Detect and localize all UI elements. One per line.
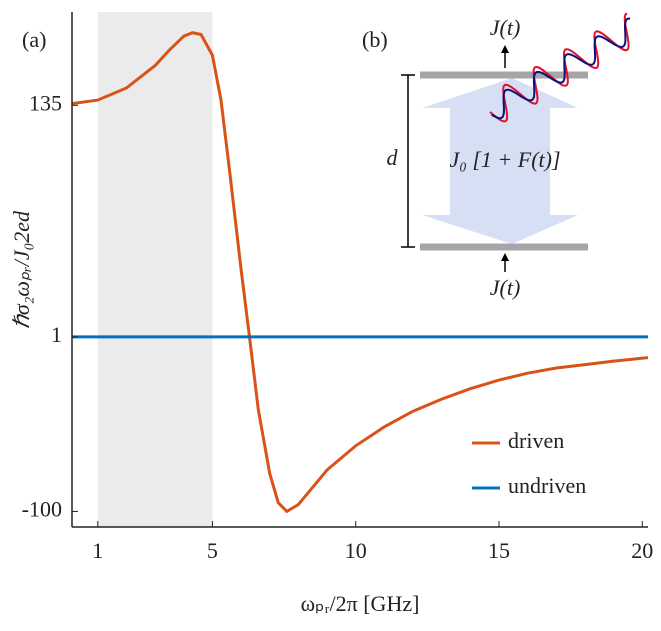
- y-tick-label: -100: [22, 496, 62, 521]
- arrow-head: [501, 253, 509, 261]
- x-tick-label: 5: [207, 538, 218, 563]
- x-tick-label: 1: [92, 538, 103, 563]
- data-line: [71, 31, 649, 514]
- legend-label: undriven: [508, 473, 586, 498]
- shaded-region: [97, 12, 213, 527]
- current-label: J(t): [490, 275, 521, 300]
- distance-label: d: [387, 145, 399, 170]
- current-label: J(t): [490, 15, 521, 40]
- x-tick-label: 20: [631, 538, 653, 563]
- y-tick-label: 135: [29, 90, 62, 115]
- y-tick-label: 1: [51, 322, 62, 347]
- coupling-arrow: [422, 78, 578, 244]
- drive-wave: [491, 17, 631, 120]
- coupling-label: J₀ [1 + F(t)]: [449, 147, 560, 172]
- panel-label: (b): [362, 27, 388, 52]
- x-axis-label: ωₚᵣ/2π [GHz]: [301, 591, 420, 616]
- y-axis-label: ℏσ₂ωₚᵣ/J₀2ed: [9, 210, 34, 329]
- x-tick-label: 15: [488, 538, 510, 563]
- inset-diagram: J(t) J(t) d J₀ [1 + F(t)]: [387, 12, 631, 300]
- arrow-head: [501, 45, 509, 53]
- panel-label: (a): [22, 27, 46, 52]
- legend-label: driven: [508, 428, 564, 453]
- x-tick-label: 10: [345, 538, 367, 563]
- drive-wave: [489, 12, 630, 123]
